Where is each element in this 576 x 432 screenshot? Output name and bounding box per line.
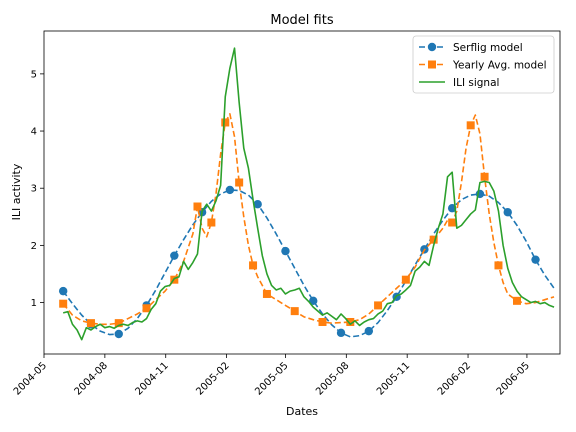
legend: Serflig model Yearly Avg. model ILI signal: [412, 35, 555, 94]
plot-frame: [43, 30, 561, 355]
y-tick-label: 3: [31, 184, 37, 195]
yearly-avg-model-point: [429, 235, 438, 244]
yearly-avg-model-point: [114, 319, 123, 328]
x-tick-label: 2005-08: [314, 360, 351, 397]
legend-label-ili-signal: ILI signal: [453, 77, 499, 89]
serflig-model-point: [336, 328, 346, 338]
x-tick-label: 2005-11: [375, 360, 412, 397]
y-axis-label: ILI activity: [10, 163, 23, 220]
legend-marker-serflig-model: [427, 42, 437, 52]
legend-box: [412, 35, 555, 94]
serflig-model-point: [309, 296, 318, 306]
serflig-model-point: [58, 286, 68, 296]
x-axis: 2004-05 2004-08 2004-11 2005-02 2005-05 2005-…: [12, 354, 532, 398]
legend-label-yearly-avg-model: Yearly Avg. model: [452, 59, 547, 71]
serflig-model-point: [364, 326, 374, 336]
x-tick-label: 2004-08: [73, 360, 110, 397]
y-axis: 1 2 3 4 5: [31, 69, 44, 309]
yearly-avg-model-point: [318, 317, 327, 326]
yearly-avg-model-point: [262, 289, 271, 298]
legend-marker-yearly-avg-model: [428, 60, 436, 69]
yearly-avg-model-point: [207, 218, 216, 227]
y-tick-label: 2: [31, 241, 37, 252]
yearly-avg-model-point: [86, 319, 95, 328]
serflig-model-point: [281, 246, 290, 256]
yearly-avg-model-line: [62, 113, 555, 326]
ili-signal-line: [62, 47, 555, 341]
yearly-avg-model-point: [59, 299, 68, 308]
x-axis-label: Dates: [286, 405, 318, 418]
yearly-avg-model-point: [290, 307, 299, 316]
serflig-model-point: [114, 329, 123, 339]
chart-title: Model fits: [270, 13, 333, 28]
serflig-model-point: [253, 200, 262, 209]
plot-area: [58, 47, 555, 341]
yearly-avg-model-point: [480, 172, 489, 181]
serflig-model-point: [225, 185, 235, 195]
x-tick-label: 2005-05: [253, 360, 290, 397]
legend-label-serflig-model: Serflig model: [453, 42, 523, 54]
x-tick-label: 2005-02: [194, 360, 231, 397]
x-tick-label: 2004-05: [12, 360, 49, 397]
yearly-avg-model-point: [374, 301, 383, 310]
x-tick-label: 2004-11: [134, 360, 171, 397]
yearly-avg-model-point: [142, 304, 151, 313]
yearly-avg-model-point: [346, 317, 355, 326]
yearly-avg-model-point: [193, 202, 202, 211]
yearly-avg-model-point: [513, 296, 521, 305]
yearly-avg-model-point: [466, 121, 475, 130]
yearly-avg-model-point: [249, 261, 258, 270]
serflig-model-point: [170, 251, 179, 260]
yearly-avg-model-point: [235, 178, 244, 187]
y-tick-label: 4: [31, 127, 37, 138]
yearly-avg-model-point: [401, 275, 410, 284]
serflig-model-point: [503, 208, 512, 217]
yearly-avg-model-point: [494, 261, 503, 270]
x-tick-label: 2006-02: [436, 360, 473, 397]
y-tick-label: 5: [31, 69, 37, 80]
y-tick-label: 1: [31, 298, 37, 309]
yearly-avg-model-point: [448, 218, 457, 227]
yearly-avg-model-point: [221, 118, 230, 127]
x-tick-label: 2006-05: [495, 360, 532, 397]
serflig-model-point: [531, 255, 540, 264]
